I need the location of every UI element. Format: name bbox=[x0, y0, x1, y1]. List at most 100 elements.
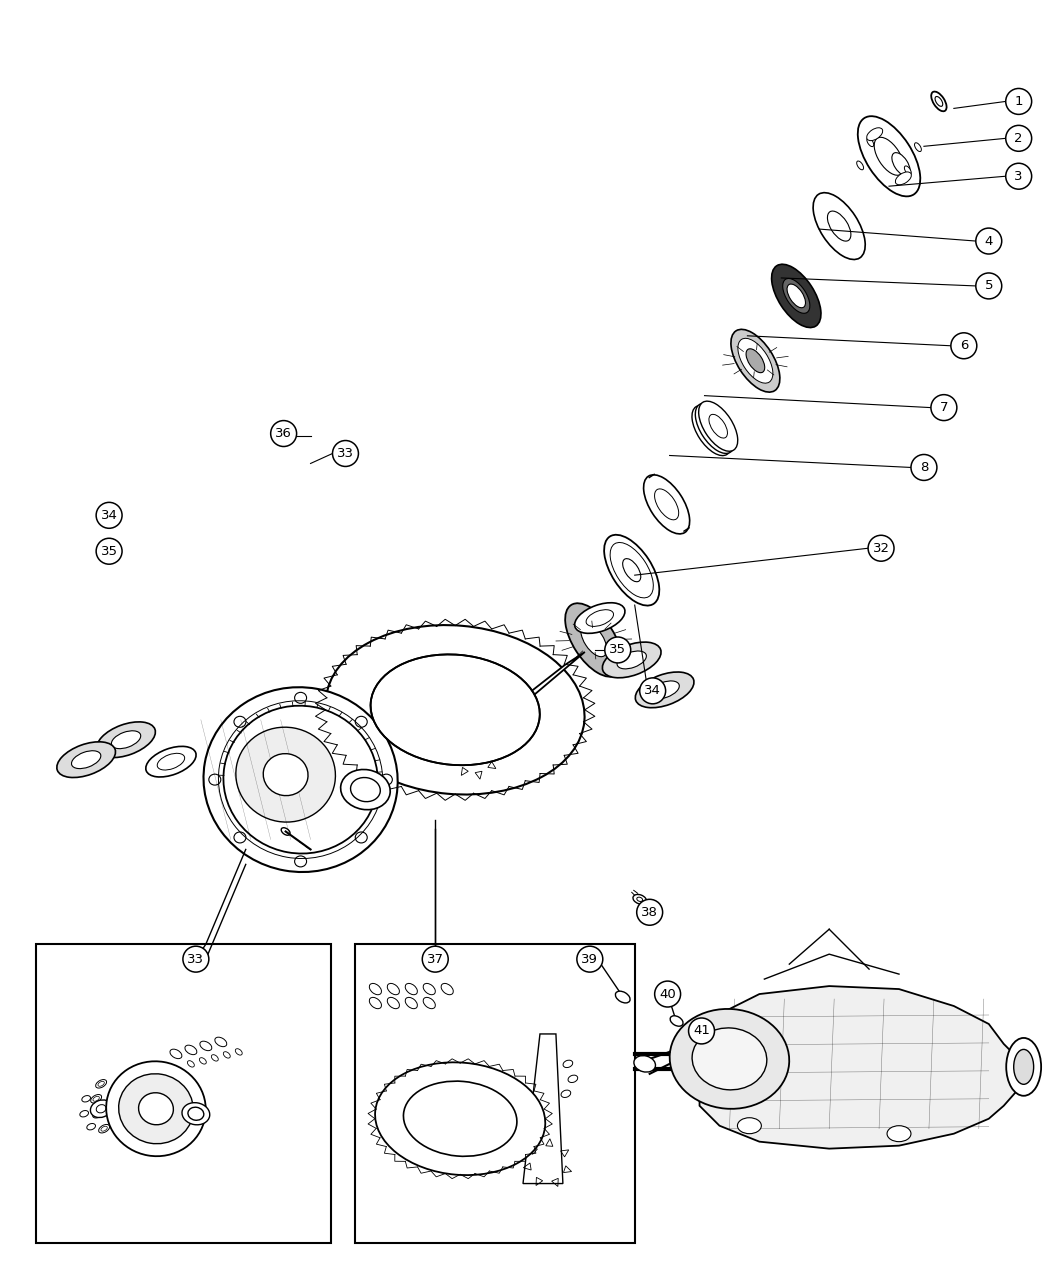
Circle shape bbox=[951, 333, 977, 358]
Ellipse shape bbox=[782, 278, 810, 314]
Ellipse shape bbox=[326, 625, 585, 794]
Ellipse shape bbox=[747, 349, 764, 372]
Text: 4: 4 bbox=[985, 235, 993, 247]
Ellipse shape bbox=[182, 1103, 210, 1125]
Ellipse shape bbox=[1006, 1038, 1042, 1095]
Text: 7: 7 bbox=[940, 402, 948, 414]
Ellipse shape bbox=[234, 717, 246, 727]
Ellipse shape bbox=[146, 746, 196, 776]
Circle shape bbox=[333, 441, 358, 467]
Ellipse shape bbox=[204, 687, 398, 872]
Circle shape bbox=[1006, 163, 1032, 189]
Ellipse shape bbox=[380, 774, 393, 785]
Polygon shape bbox=[450, 755, 459, 761]
Ellipse shape bbox=[370, 668, 522, 761]
Ellipse shape bbox=[813, 193, 865, 260]
Text: 3: 3 bbox=[1014, 170, 1023, 182]
Ellipse shape bbox=[866, 128, 883, 140]
Ellipse shape bbox=[738, 338, 773, 384]
Ellipse shape bbox=[173, 1140, 181, 1146]
Ellipse shape bbox=[867, 138, 874, 147]
Ellipse shape bbox=[670, 1009, 790, 1109]
Circle shape bbox=[689, 1017, 714, 1044]
Ellipse shape bbox=[340, 770, 391, 810]
Ellipse shape bbox=[603, 643, 662, 678]
Text: 39: 39 bbox=[582, 952, 598, 965]
Text: 34: 34 bbox=[645, 685, 662, 697]
Polygon shape bbox=[482, 734, 489, 742]
Ellipse shape bbox=[565, 603, 623, 677]
Text: 41: 41 bbox=[693, 1024, 710, 1038]
Circle shape bbox=[422, 946, 448, 972]
Ellipse shape bbox=[111, 731, 141, 748]
Circle shape bbox=[868, 536, 894, 561]
Ellipse shape bbox=[623, 558, 640, 581]
Ellipse shape bbox=[586, 609, 613, 626]
Ellipse shape bbox=[139, 1093, 173, 1125]
Ellipse shape bbox=[158, 754, 185, 770]
Circle shape bbox=[639, 678, 666, 704]
Text: 33: 33 bbox=[187, 952, 205, 965]
Text: 5: 5 bbox=[985, 279, 993, 292]
Polygon shape bbox=[491, 748, 500, 755]
Ellipse shape bbox=[188, 1107, 204, 1121]
Text: 34: 34 bbox=[101, 509, 118, 521]
Circle shape bbox=[931, 395, 957, 421]
Ellipse shape bbox=[574, 603, 625, 634]
Ellipse shape bbox=[295, 692, 307, 704]
Ellipse shape bbox=[106, 1061, 206, 1156]
Ellipse shape bbox=[857, 161, 863, 170]
Text: 36: 36 bbox=[275, 427, 292, 440]
Ellipse shape bbox=[71, 751, 101, 769]
Circle shape bbox=[183, 946, 209, 972]
Ellipse shape bbox=[209, 774, 220, 785]
Ellipse shape bbox=[644, 474, 690, 534]
Ellipse shape bbox=[875, 138, 904, 175]
Circle shape bbox=[636, 899, 663, 926]
Bar bbox=[356, 945, 634, 1243]
Bar bbox=[37, 945, 331, 1243]
Ellipse shape bbox=[670, 1016, 684, 1026]
Text: 8: 8 bbox=[920, 462, 928, 474]
Ellipse shape bbox=[634, 1056, 655, 1072]
Ellipse shape bbox=[709, 414, 728, 439]
Ellipse shape bbox=[650, 681, 679, 699]
Ellipse shape bbox=[375, 1062, 545, 1176]
Polygon shape bbox=[455, 741, 462, 748]
Ellipse shape bbox=[896, 172, 911, 185]
Ellipse shape bbox=[931, 92, 947, 111]
Text: 1: 1 bbox=[1014, 94, 1023, 108]
Ellipse shape bbox=[264, 754, 308, 796]
Text: 32: 32 bbox=[873, 542, 889, 555]
Polygon shape bbox=[450, 652, 585, 755]
Ellipse shape bbox=[97, 722, 155, 757]
Polygon shape bbox=[468, 731, 476, 738]
Text: 38: 38 bbox=[642, 905, 658, 919]
Ellipse shape bbox=[110, 1105, 118, 1112]
Ellipse shape bbox=[403, 1081, 517, 1156]
Ellipse shape bbox=[827, 212, 851, 241]
Circle shape bbox=[576, 946, 603, 972]
Ellipse shape bbox=[281, 827, 290, 835]
Ellipse shape bbox=[936, 97, 943, 106]
Text: 35: 35 bbox=[101, 544, 118, 557]
Ellipse shape bbox=[371, 654, 540, 765]
Ellipse shape bbox=[692, 405, 731, 455]
Polygon shape bbox=[699, 986, 1024, 1149]
Ellipse shape bbox=[887, 1126, 911, 1141]
Ellipse shape bbox=[119, 1074, 193, 1144]
Ellipse shape bbox=[633, 895, 647, 904]
Ellipse shape bbox=[57, 742, 116, 778]
Ellipse shape bbox=[693, 1044, 705, 1053]
Ellipse shape bbox=[654, 488, 678, 520]
Ellipse shape bbox=[617, 652, 647, 669]
Ellipse shape bbox=[355, 717, 368, 727]
Circle shape bbox=[97, 538, 122, 565]
Text: 37: 37 bbox=[426, 952, 444, 965]
Polygon shape bbox=[488, 761, 496, 769]
Circle shape bbox=[97, 502, 122, 528]
Text: 6: 6 bbox=[960, 339, 968, 352]
Ellipse shape bbox=[915, 143, 921, 152]
Ellipse shape bbox=[904, 166, 911, 175]
Text: 40: 40 bbox=[659, 988, 676, 1001]
